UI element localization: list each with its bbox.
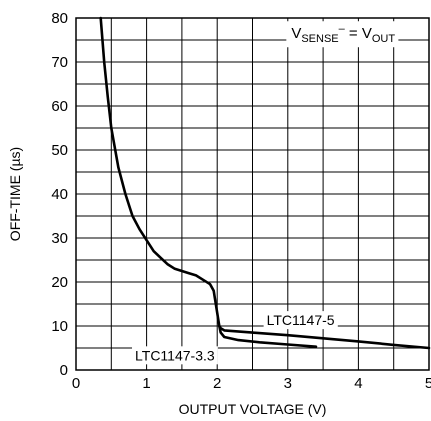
y-tick-label: 30 [51,230,68,247]
annotation-equals: = V [345,25,372,42]
y-tick-label: 60 [51,98,68,115]
y-tick-label: 50 [51,142,68,159]
grid [76,18,429,370]
y-tick-label: 70 [51,54,68,71]
x-tick-label: 5 [425,375,431,392]
x-tick-label: 2 [213,375,221,392]
x-tick-label: 1 [142,375,150,392]
annotation-sense-sub: SENSE [301,33,338,45]
y-tick-label: 40 [51,186,68,203]
annotation-v: V [291,25,301,42]
series-label-ltc1147-3-3: LTC1147-3.3 [135,347,215,363]
y-tick-label: 10 [51,318,68,335]
x-tick-label: 4 [354,375,362,392]
y-axis-title: OFF-TIME (µs) [7,147,23,241]
y-tick-label: 0 [60,362,68,379]
x-tick-label: 3 [284,375,292,392]
y-tick-label: 80 [51,10,68,27]
annotation-out-sub: OUT [372,33,396,45]
curves [101,18,429,348]
x-axis-title: OUTPUT VOLTAGE (V) [179,401,327,417]
series-label-ltc1147-5: LTC1147-5 [267,312,335,328]
y-tick-label: 20 [51,274,68,291]
series-line-ltc1147-5 [101,18,429,348]
x-tick-label: 0 [72,375,80,392]
